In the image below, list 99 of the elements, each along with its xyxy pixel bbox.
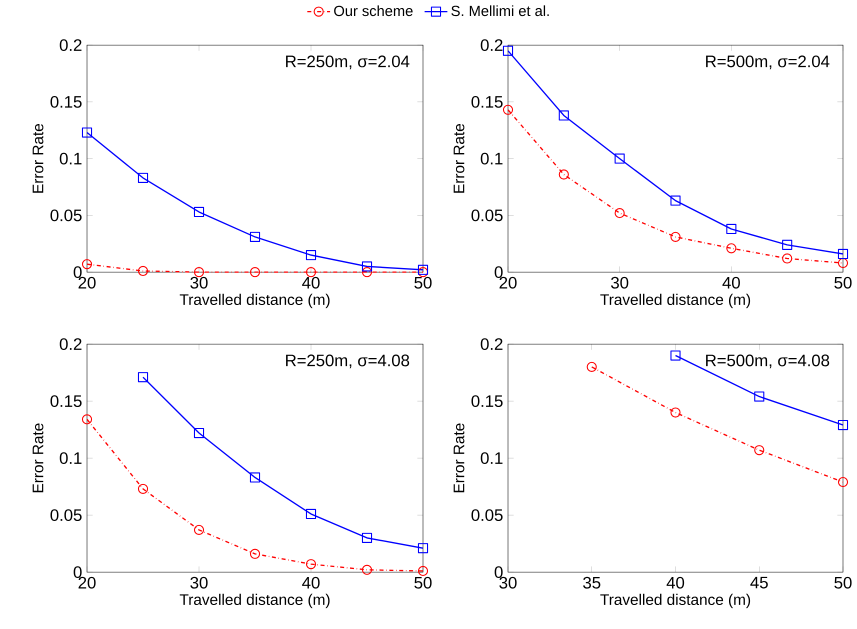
x-tick-label: 50 — [834, 276, 852, 289]
y-tick-label: 0.15 — [50, 395, 82, 407]
point — [82, 259, 92, 270]
y-tick-label: 0.1 — [60, 152, 82, 164]
legend-label: S. Mellimi et al. — [451, 5, 549, 16]
y-tick-label: 0.1 — [480, 152, 502, 164]
y-tick-label: 0.2 — [60, 39, 82, 51]
point — [306, 250, 316, 260]
y-axis-title: Error Rate — [454, 124, 464, 193]
y-tick-label: 0 — [494, 566, 503, 578]
point — [586, 362, 597, 372]
point — [670, 350, 681, 361]
point — [838, 248, 848, 259]
point — [670, 232, 681, 242]
y-tick-label: 0 — [74, 566, 82, 578]
point — [418, 566, 428, 576]
point — [838, 258, 848, 268]
x-tick-label: 30 — [190, 576, 208, 589]
x-tick-label: 30 — [611, 276, 628, 289]
legend-label: Our scheme — [334, 5, 413, 16]
y-tick-label: 0.15 — [472, 395, 503, 407]
point — [194, 267, 204, 278]
x-tick-label: 20 — [78, 576, 96, 589]
point — [726, 243, 736, 254]
x-tick-label: 30 — [499, 576, 517, 589]
point — [838, 420, 848, 430]
y-tick-label: 0.05 — [472, 209, 503, 222]
y-tick-label: 0.15 — [50, 96, 82, 108]
y-axis-title: Error Rate — [32, 124, 44, 193]
y-tick-label: 0.05 — [50, 209, 82, 222]
x-tick-label: 50 — [834, 576, 852, 589]
point — [614, 154, 625, 164]
point — [726, 224, 736, 234]
point — [754, 391, 764, 402]
x-tick-label: 20 — [78, 276, 96, 289]
point — [502, 46, 514, 56]
x-tick-label: 20 — [500, 276, 517, 289]
point — [138, 372, 148, 382]
annotation: R=500m, σ=2.04 — [706, 55, 830, 70]
point — [250, 267, 260, 278]
point — [418, 267, 428, 278]
point — [754, 445, 764, 456]
point — [82, 127, 92, 138]
point — [194, 206, 204, 217]
x-tick-label: 40 — [666, 576, 684, 589]
y-tick-label: 0.2 — [60, 338, 82, 350]
point — [306, 267, 316, 278]
point — [362, 261, 372, 272]
point — [250, 232, 260, 242]
point — [670, 195, 681, 206]
point — [138, 484, 148, 494]
x-tick-label: 35 — [583, 576, 600, 589]
point — [250, 548, 260, 559]
x-tick-label: 40 — [302, 576, 320, 589]
point — [306, 508, 316, 519]
x-axis-title: Travelled distance (m) — [600, 294, 750, 308]
x-tick-label: 40 — [302, 276, 320, 289]
point — [558, 169, 569, 180]
x-tick-label: 30 — [190, 276, 208, 289]
point — [418, 543, 428, 554]
point — [138, 266, 148, 276]
annotation: R=500m, σ=4.08 — [706, 354, 830, 368]
point — [362, 267, 372, 278]
point — [306, 559, 316, 570]
y-axis-title: Error Rate — [454, 423, 464, 492]
point — [418, 264, 428, 275]
point — [194, 524, 204, 535]
point — [614, 208, 625, 218]
point — [138, 172, 148, 183]
y-tick-label: 0.05 — [472, 509, 503, 521]
y-tick-label: 0.2 — [480, 338, 502, 350]
point — [362, 564, 372, 575]
x-tick-label: 50 — [414, 576, 432, 589]
point — [82, 414, 92, 424]
point — [838, 476, 848, 488]
x-tick-label: 45 — [750, 576, 768, 588]
y-axis-title: Error Rate — [32, 423, 44, 492]
y-tick-label: 0.05 — [50, 509, 82, 521]
y-tick-label: 0.15 — [472, 96, 503, 108]
annotation: R=250m, σ=4.08 — [286, 354, 410, 368]
point — [782, 253, 792, 264]
x-tick-label: 40 — [722, 276, 740, 289]
y-tick-label: 0.1 — [60, 452, 82, 464]
point — [782, 240, 792, 250]
annotation: R=250m, σ=2.04 — [286, 55, 410, 70]
point — [250, 472, 260, 483]
x-axis-title: Travelled distance (m) — [180, 294, 330, 308]
point — [194, 428, 204, 438]
y-tick-label: 0 — [494, 266, 503, 278]
y-tick-label: 0.2 — [480, 39, 502, 51]
x-axis-title: Travelled distance (m) — [600, 594, 750, 608]
point — [670, 407, 681, 418]
y-tick-label: 0.1 — [480, 452, 502, 464]
point — [362, 532, 372, 543]
point — [558, 110, 569, 121]
point — [502, 104, 514, 115]
y-tick-label: 0 — [74, 266, 82, 278]
x-tick-label: 50 — [414, 276, 432, 289]
x-axis-title: Travelled distance (m) — [180, 594, 330, 608]
